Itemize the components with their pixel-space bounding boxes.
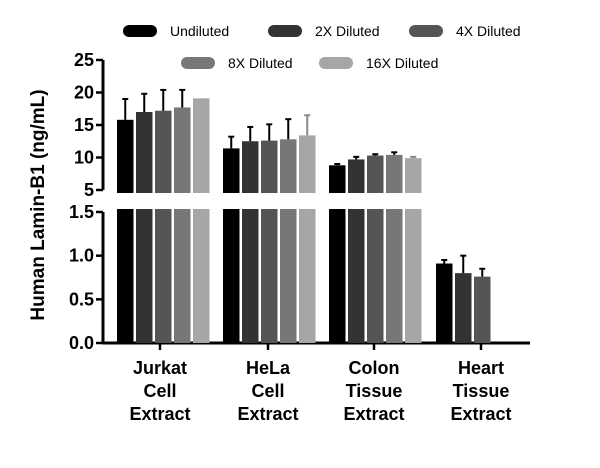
category-label: Tissue — [346, 381, 403, 401]
legend-swatch — [409, 25, 443, 37]
axis-break-gap — [98, 193, 538, 209]
bar — [174, 107, 191, 343]
legend-label: 8X Diluted — [228, 55, 293, 71]
category-label: Tissue — [453, 381, 510, 401]
y-tick-label: 0.0 — [69, 333, 94, 353]
bar — [280, 139, 297, 343]
y-tick-label: 20 — [74, 83, 94, 103]
y-tick-label: 15 — [74, 115, 94, 135]
category-label: Cell — [251, 381, 284, 401]
y-tick-label: 1.5 — [69, 202, 94, 222]
y-tick-label: 1.0 — [69, 246, 94, 266]
category-label: Jurkat — [133, 358, 187, 378]
category-label: Extract — [343, 404, 404, 424]
category-label: Extract — [450, 404, 511, 424]
y-tick-label: 5 — [84, 180, 94, 200]
bar — [455, 273, 472, 343]
legend-label: 16X Diluted — [366, 55, 438, 71]
bar — [367, 155, 384, 343]
bar — [223, 148, 240, 343]
x-categories: Jurkat Cell Extract HeLa Cell Extract Colon Tis… — [129, 343, 512, 424]
y-tick-label: 10 — [74, 148, 94, 168]
legend-label: 4X Diluted — [456, 23, 521, 39]
bar — [436, 263, 453, 343]
legend-swatch — [268, 25, 302, 37]
bar — [261, 140, 278, 343]
category-label: Extract — [237, 404, 298, 424]
category-label: Heart — [458, 358, 504, 378]
category-label: Cell — [143, 381, 176, 401]
y-axis-label: Human Lamin-B1 (ng/mL) — [28, 89, 49, 320]
bar — [155, 110, 172, 343]
legend: Undiluted 2X Diluted 4X Diluted 8X Diluted 1… — [123, 23, 521, 71]
bar — [299, 135, 316, 343]
legend-label: 2X Diluted — [315, 23, 380, 39]
y-tick-label: 25 — [74, 50, 94, 70]
bar — [242, 141, 259, 343]
bar — [386, 154, 403, 343]
bar — [329, 165, 346, 343]
bar — [117, 119, 134, 343]
legend-swatch — [319, 57, 353, 69]
legend-swatch — [123, 25, 157, 37]
y-ticks: 0.0 0.5 1.0 1.55 10 15 20 25 — [69, 50, 103, 353]
bar — [474, 276, 491, 343]
legend-label: Undiluted — [170, 23, 229, 39]
category-label: Extract — [129, 404, 190, 424]
bar — [136, 112, 153, 343]
category-label: Colon — [349, 358, 400, 378]
bar — [405, 158, 422, 343]
y-tick-label: 0.5 — [69, 289, 94, 309]
bar — [348, 159, 365, 343]
bars — [98, 88, 538, 343]
legend-swatch — [181, 57, 215, 69]
category-label: HeLa — [246, 358, 291, 378]
bar — [193, 98, 210, 343]
